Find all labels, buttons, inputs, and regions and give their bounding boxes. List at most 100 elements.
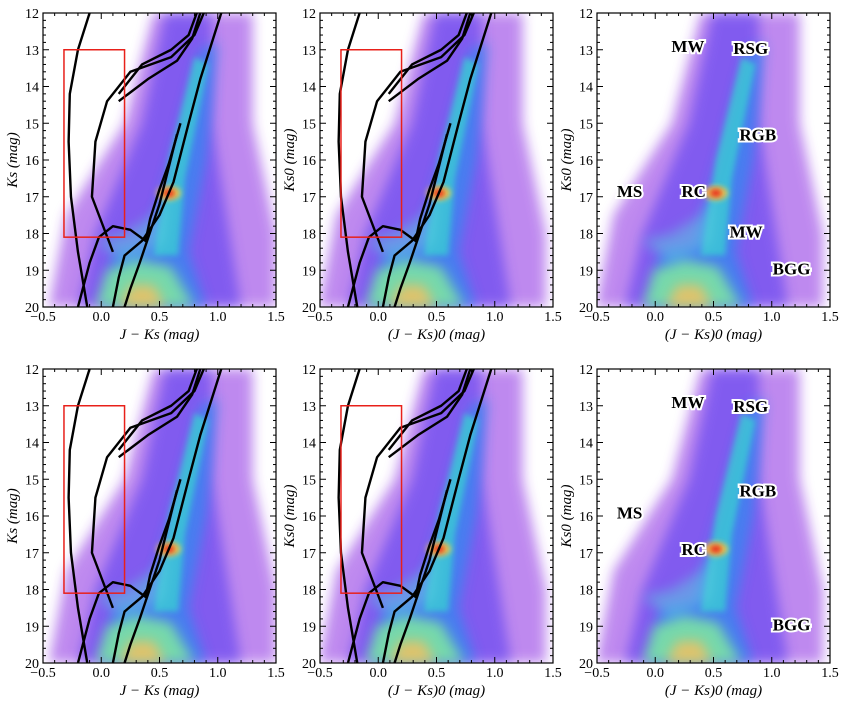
isochrone [393,489,449,663]
y-tick-label: 15 [302,117,316,132]
y-axis-label: Ks0 (mag) [282,485,298,549]
x-tick-label: 0.5 [705,666,723,681]
x-tick-label: −0.5 [30,310,55,325]
x-tick-label: 0.5 [151,666,169,681]
density-region [365,545,442,619]
x-axis-label: J − Ks (mag) [120,327,200,343]
y-axis-label: Ks0 (mag) [559,485,575,549]
y-tick-label: 20 [25,657,39,672]
isochrone [90,13,205,253]
y-tick-label: 12 [25,7,39,22]
density-map [320,369,547,663]
isochrone [117,369,198,451]
density-region [642,259,742,307]
panel: −0.5 0.0 0.5 1.0 1.5 12 13 14 15 16 17 18 19 20 (J − K… [282,363,562,699]
y-tick-label: 17 [25,547,39,562]
red-clump-core [709,545,722,554]
x-tick-label: 1.5 [821,666,839,681]
y-tick-label: 17 [579,191,593,206]
y-axis-label: Ks (mag) [5,132,21,188]
x-tick-label: 0.0 [370,666,388,681]
y-tick-label: 18 [579,228,593,243]
isochrone [123,133,179,307]
annotation: RSG [733,39,768,58]
red-clump-core [709,189,722,198]
x-tick-label: 1.5 [544,666,562,681]
y-tick-label: 18 [302,228,316,243]
density-region [665,640,713,663]
y-tick-label: 13 [25,400,39,415]
y-tick-label: 12 [302,363,316,378]
isochrone [360,13,475,253]
annotation: BGG [773,615,811,634]
annotation: MS [617,503,643,522]
y-tick-label: 20 [302,657,316,672]
x-tick-label: 1.5 [544,310,562,325]
x-axis-label: J − Ks (mag) [120,683,200,699]
y-tick-label: 17 [579,547,593,562]
density-region [665,284,713,307]
annotation: BGG [773,259,811,278]
selection-box [63,49,126,238]
y-tick-label: 15 [25,117,39,132]
density-region [642,545,719,619]
y-tick-label: 14 [25,437,39,452]
y-tick-label: 18 [25,228,39,243]
x-tick-label: −0.5 [307,310,332,325]
y-tick-label: 16 [25,154,39,169]
annotation: MS [617,182,643,201]
selection-box [63,405,126,594]
x-tick-label: 1.0 [209,310,227,325]
y-tick-label: 20 [302,301,316,316]
density-region [642,189,719,263]
density-region [95,189,172,263]
y-tick-label: 16 [25,510,39,525]
isochrone [123,489,179,663]
x-axis-label: (J − Ks)0 (mag) [665,683,762,699]
y-tick-label: 15 [25,473,39,488]
y-tick-label: 16 [302,510,316,525]
x-tick-label: 1.0 [486,666,504,681]
y-tick-label: 15 [302,473,316,488]
isochrone [387,369,468,451]
y-axis-label: Ks0 (mag) [559,129,575,193]
y-tick-label: 20 [579,301,593,316]
y-tick-label: 13 [579,44,593,59]
y-tick-label: 14 [579,81,593,96]
isochrone [381,13,493,307]
x-axis-label: (J − Ks)0 (mag) [665,327,762,343]
x-tick-label: −0.5 [584,666,609,681]
selection-box [340,49,403,238]
x-tick-label: 0.0 [370,310,388,325]
y-tick-label: 16 [579,154,593,169]
x-tick-label: 0.5 [428,666,446,681]
isochrone [76,478,182,663]
y-tick-label: 15 [579,117,593,132]
annotation: RSG [733,397,768,416]
y-tick-label: 12 [579,363,593,378]
annotation: RC [681,182,706,201]
annotation: MW [671,393,704,412]
panel: −0.5 0.0 0.5 1.0 1.5 12 13 14 15 16 17 18 19 20 (J − K… [559,363,839,699]
annotation: MW [671,37,704,56]
density-region [642,615,742,663]
isochrone [346,122,452,307]
y-tick-label: 18 [25,584,39,599]
isochrone [90,369,205,609]
isochrone [117,13,198,95]
x-tick-label: 1.5 [267,310,285,325]
y-tick-label: 12 [25,363,39,378]
y-tick-label: 12 [302,7,316,22]
y-tick-label: 19 [579,620,593,635]
y-tick-label: 14 [302,437,316,452]
x-tick-label: 1.0 [209,666,227,681]
x-axis-label: (J − Ks)0 (mag) [388,683,485,699]
isochrone [381,369,493,663]
x-tick-label: 0.0 [93,310,111,325]
isochrone [387,13,468,95]
x-tick-label: −0.5 [584,310,609,325]
y-tick-label: 13 [302,400,316,415]
x-tick-label: 0.5 [705,310,723,325]
